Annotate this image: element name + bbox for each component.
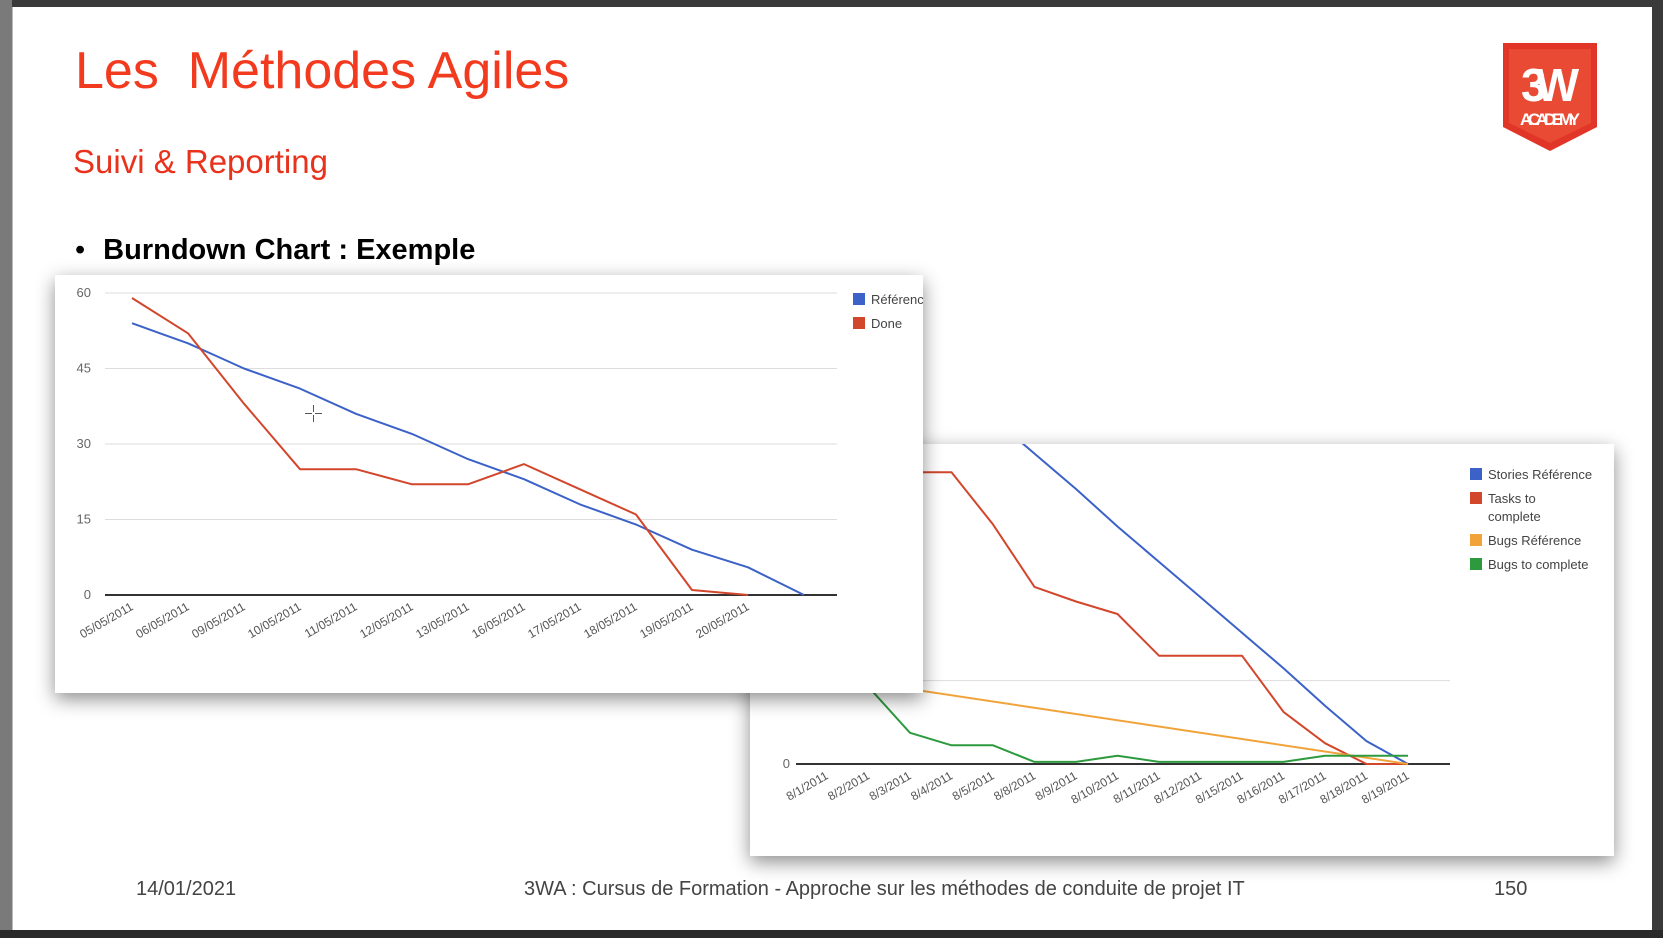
x-tick-label: 8/2/2011 [825, 768, 872, 803]
chart-card-1: 0 15 30 45 60 05/05/2011 06/05/2011 09/05/2011 1… [55, 275, 923, 693]
y-tick-label: 15 [77, 512, 91, 527]
legend-label: Stories Référence [1488, 467, 1592, 482]
footer-date: 14/01/2021 [136, 878, 237, 900]
x-tick-label: 20/05/2011 [693, 599, 752, 641]
logo-3w-text: 3W [1521, 59, 1580, 111]
x-tick-label: 19/05/2011 [637, 599, 696, 641]
series-line-bugs-to-complete [826, 675, 1408, 763]
x-tick-label: 8/1/2011 [784, 768, 831, 803]
logo-academy-text: ACADEMY [1520, 110, 1581, 129]
legend-label: Référence [871, 292, 923, 307]
x-tick-label: 17/05/2011 [525, 599, 584, 641]
x-tick-label: 8/3/2011 [867, 768, 914, 803]
slide: Les Méthodes Agiles Suivi & Reporting • … [12, 7, 1652, 930]
x-tick-label: 09/05/2011 [189, 599, 248, 641]
footer-course-title: 3WA : Cursus de Formation - Approche sur… [524, 878, 1245, 900]
y-tick-label: 30 [77, 436, 91, 451]
x-tick-label: 06/05/2011 [133, 599, 192, 641]
series-line-stories-r-f-rence [1021, 444, 1409, 765]
legend-swatch [853, 317, 865, 329]
y-tick-label: 60 [77, 285, 91, 300]
legend-swatch [1470, 492, 1482, 504]
y-tick-label: 0 [783, 756, 790, 771]
slide-subtitle: Suivi & Reporting [73, 143, 328, 180]
taskbar-strip [0, 930, 1663, 938]
series-line-bugs-r-f-rence [826, 675, 1409, 765]
x-tick-label: 8/8/2011 [991, 768, 1038, 803]
legend-swatch [1470, 558, 1482, 570]
x-tick-label: 05/05/2011 [77, 599, 136, 641]
x-tick-label: 8/5/2011 [950, 768, 997, 803]
legend-label: Tasks to complete [1488, 491, 1541, 524]
page-title: Les Méthodes Agiles [75, 42, 570, 100]
y-tick-label: 0 [84, 587, 91, 602]
bullet-item: • Burndown Chart : Exemple [75, 234, 475, 267]
bullet-dot-icon: • [75, 234, 86, 266]
crosshair-cursor-icon [305, 405, 322, 422]
legend-swatch [853, 293, 865, 305]
y-tick-label: 45 [77, 361, 91, 376]
x-tick-label: 13/05/2011 [413, 599, 472, 641]
x-tick-label: 8/4/2011 [908, 768, 955, 803]
3w-academy-logo: 3W ACADEMY [1503, 43, 1597, 151]
series-line-done [131, 297, 749, 596]
series-line-r-f-rence [131, 322, 805, 596]
bullet-text: Burndown Chart : Exemple [103, 234, 476, 266]
sprint-burndown-chart: 01530456005/05/201106/05/201109/05/20111… [77, 285, 923, 641]
stories-burndown-chart: 0408/1/20118/2/20118/3/20118/4/20118/5/2… [776, 444, 1592, 807]
legend-swatch [1470, 534, 1482, 546]
window-left-edge [0, 0, 12, 938]
x-tick-label: 12/05/2011 [357, 599, 416, 641]
legend-label: Bugs to complete [1488, 557, 1588, 572]
series-line-tasks-to-complete [910, 471, 1408, 765]
x-tick-label: 18/05/2011 [581, 599, 640, 641]
x-tick-label: 11/05/2011 [302, 599, 360, 640]
x-tick-label: 8/10/2011 [1069, 768, 1122, 807]
legend-label: Bugs Référence [1488, 533, 1581, 548]
legend-label: Done [871, 316, 902, 331]
x-tick-label: 16/05/2011 [469, 599, 528, 641]
x-tick-label: 10/05/2011 [245, 599, 304, 641]
footer-page-number: 150 [1494, 878, 1528, 900]
x-tick-label: 8/19/2011 [1359, 768, 1412, 807]
legend-swatch [1470, 468, 1482, 480]
